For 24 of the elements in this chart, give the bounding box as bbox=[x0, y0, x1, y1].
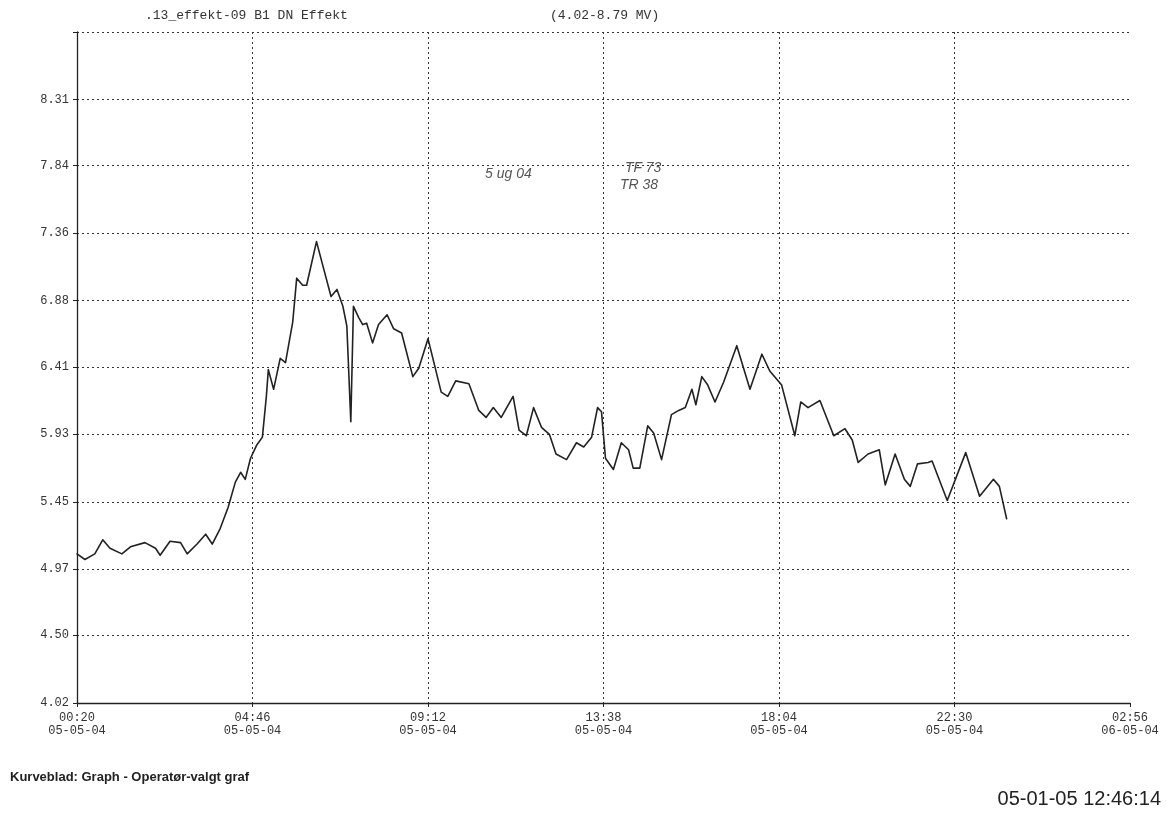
x-tick-label: 00:20 05-05-04 bbox=[48, 710, 106, 738]
chart-title: .13_effekt-09 B1 DN Effekt bbox=[145, 8, 348, 23]
chart-subtitle: (4.02-8.79 MV) bbox=[550, 8, 660, 23]
y-tick-label: 4.50 bbox=[40, 628, 69, 643]
y-tick-label: 7.36 bbox=[40, 226, 69, 241]
y-tick-label: 6.88 bbox=[40, 293, 69, 308]
x-tick-label: 02:56 06-05-04 bbox=[1101, 710, 1159, 738]
annotation: TF 73 bbox=[625, 159, 662, 175]
x-tick-label: 22:30 05-05-04 bbox=[925, 710, 984, 738]
annotation: 5 ug 04 bbox=[485, 165, 532, 181]
annotation: TR 38 bbox=[620, 176, 659, 192]
y-tick-label: 6.41 bbox=[40, 359, 69, 374]
y-tick-label: 5.45 bbox=[40, 494, 69, 509]
x-tick-label: 04:46 05-05-04 bbox=[223, 710, 282, 738]
y-tick-label: 4.97 bbox=[40, 562, 69, 577]
x-tick-label: 13:38 05-05-04 bbox=[574, 710, 633, 738]
text: Kurveblad: Graph - Operatør-valgt graf bbox=[10, 769, 250, 784]
y-tick-label: 7.84 bbox=[40, 158, 69, 173]
text: 05-01-05 12:46:14 bbox=[997, 787, 1161, 809]
y-tick-label: 4.02 bbox=[40, 696, 69, 710]
x-tick-label: 18:04 05-05-04 bbox=[750, 710, 808, 738]
x-tick-label: 09:12 05-05-04 bbox=[399, 710, 457, 738]
y-tick-label: 5.93 bbox=[40, 427, 69, 442]
y-tick-label: 8.31 bbox=[40, 92, 69, 107]
